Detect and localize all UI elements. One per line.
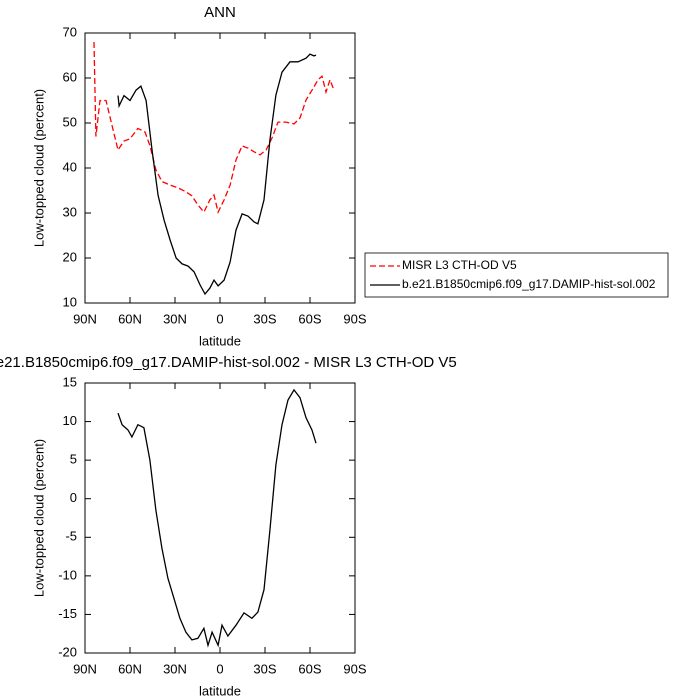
x-tick-label: 60S <box>298 311 321 326</box>
y-tick-label: 50 <box>63 114 77 129</box>
y-tick-label: 30 <box>63 204 77 219</box>
y-axis-label: Low-topped cloud (percent) <box>31 89 46 247</box>
chart-title: ANN <box>204 4 236 21</box>
x-tick-label: 60N <box>118 661 142 676</box>
x-tick-label: 90S <box>343 311 366 326</box>
y-tick-label: -15 <box>58 606 77 621</box>
y-tick-label: 40 <box>63 159 77 174</box>
y-tick-label: 70 <box>63 24 77 39</box>
x-tick-label: 60N <box>118 311 142 326</box>
x-axis-label: latitude <box>199 333 241 348</box>
y-tick-label: 0 <box>70 490 77 505</box>
x-tick-label: 90N <box>73 311 97 326</box>
x-tick-label: 0 <box>216 661 223 676</box>
y-tick-label: 10 <box>63 413 77 428</box>
y-tick-label: 60 <box>63 69 77 84</box>
legend-label: MISR L3 CTH-OD V5 <box>402 258 517 272</box>
y-tick-label: -20 <box>58 644 77 659</box>
data-line <box>117 53 317 296</box>
y-tick-label: -10 <box>58 567 77 582</box>
y-tick-label: 15 <box>63 374 77 389</box>
x-tick-label: 30N <box>163 311 187 326</box>
x-tick-label: 60S <box>298 661 321 676</box>
x-tick-label: 90S <box>343 661 366 676</box>
x-tick-label: 30S <box>253 311 276 326</box>
data-line <box>93 41 335 215</box>
x-tick-label: 0 <box>216 311 223 326</box>
y-tick-label: -5 <box>65 529 77 544</box>
y-tick-label: 10 <box>63 294 77 309</box>
legend-label: b.e21.B1850cmip6.f09_g17.DAMIP-hist-sol.… <box>402 277 656 291</box>
y-tick-label: 5 <box>70 452 77 467</box>
chart-title: b.e21.B1850cmip6.f09_g17.DAMIP-hist-sol.… <box>0 354 457 371</box>
y-axis-label: Low-topped cloud (percent) <box>31 439 46 597</box>
plot-frame <box>84 32 356 304</box>
x-axis-label: latitude <box>199 683 241 698</box>
x-tick-label: 30S <box>253 661 276 676</box>
x-tick-label: 30N <box>163 661 187 676</box>
plot-frame <box>84 382 356 654</box>
x-tick-label: 90N <box>73 661 97 676</box>
legend-box <box>364 252 669 298</box>
y-tick-label: 20 <box>63 249 77 264</box>
data-line <box>117 388 317 648</box>
